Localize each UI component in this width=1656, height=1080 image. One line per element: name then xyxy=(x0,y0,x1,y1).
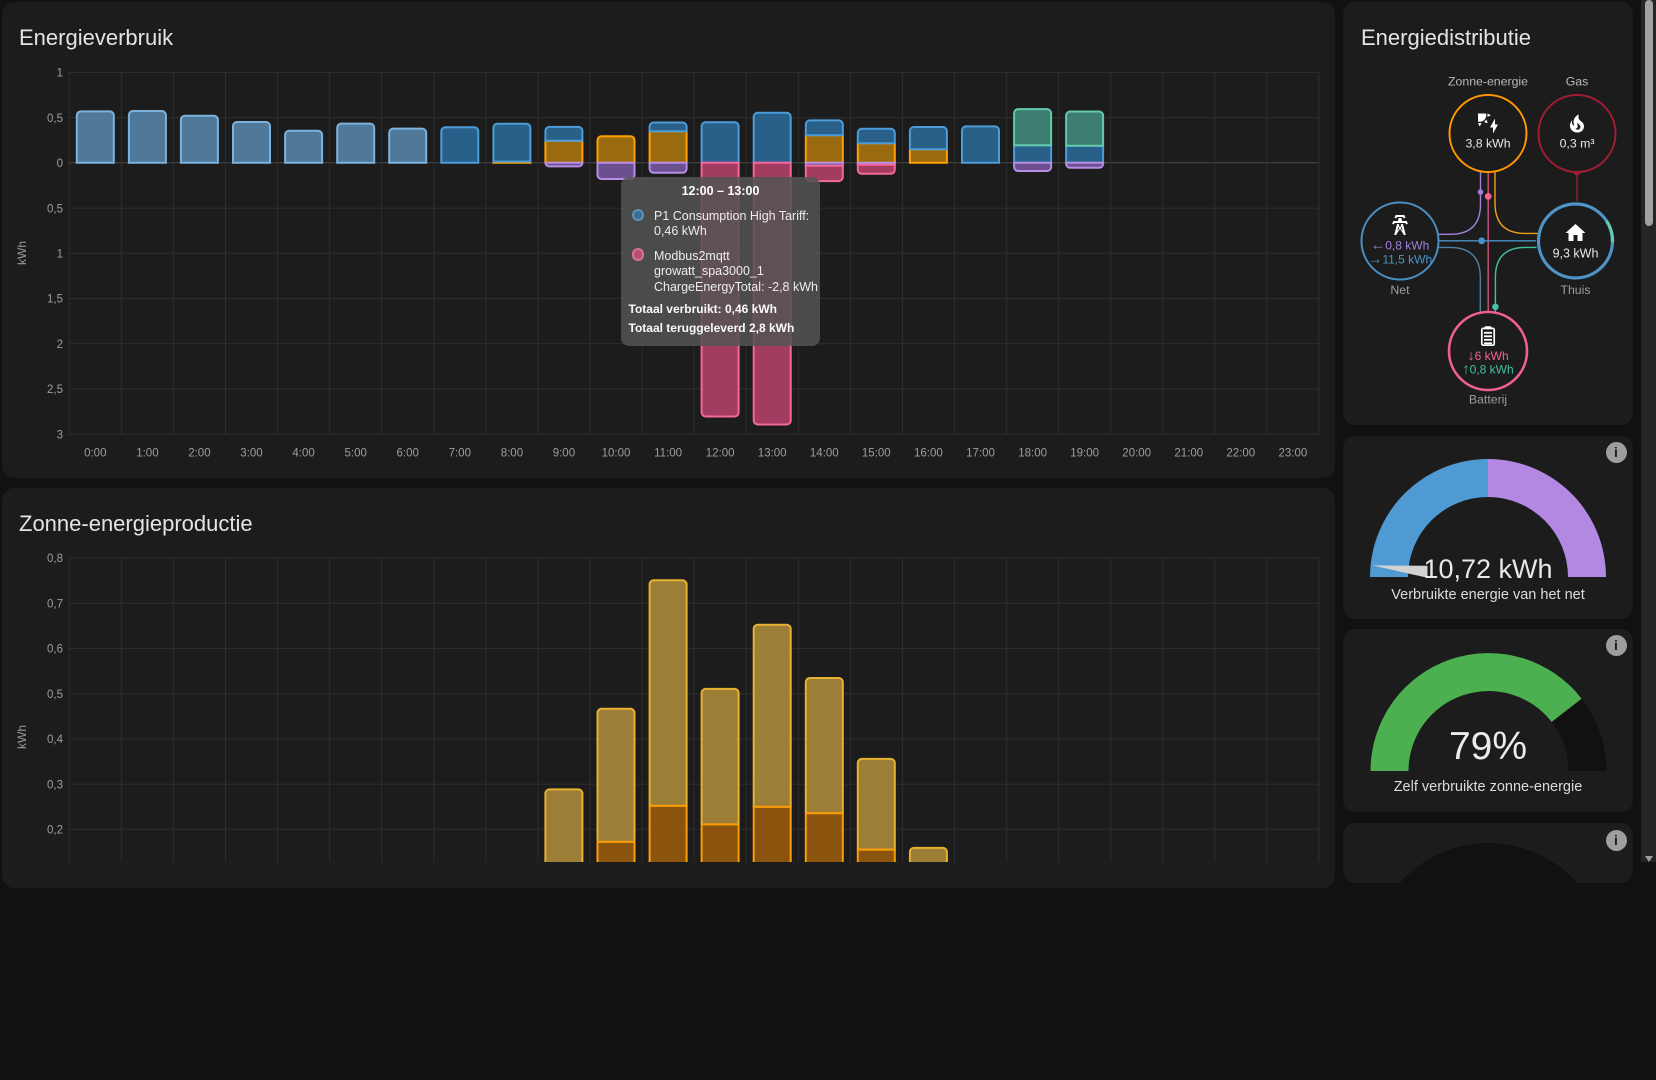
svg-text:20:00: 20:00 xyxy=(1122,448,1151,460)
svg-text:↑0,8 kWh: ↑0,8 kWh xyxy=(1462,362,1513,378)
svg-text:0,4: 0,4 xyxy=(47,734,64,746)
svg-text:10:00: 10:00 xyxy=(602,448,631,460)
svg-text:15:00: 15:00 xyxy=(862,448,891,460)
svg-text:2,5: 2,5 xyxy=(47,384,63,396)
svg-text:Batterij: Batterij xyxy=(1469,393,1507,407)
svg-text:↓6 kWh: ↓6 kWh xyxy=(1467,348,1508,364)
svg-text:12:00: 12:00 xyxy=(706,448,735,460)
svg-text:2:00: 2:00 xyxy=(188,448,210,460)
svg-text:13:00: 13:00 xyxy=(758,448,787,460)
svg-text:0,3: 0,3 xyxy=(47,779,63,791)
svg-text:0,6: 0,6 xyxy=(47,644,63,656)
svg-text:0,5: 0,5 xyxy=(47,113,63,125)
svg-text:Gas: Gas xyxy=(1566,74,1589,88)
svg-text:22:00: 22:00 xyxy=(1226,448,1255,460)
svg-text:1,5: 1,5 xyxy=(47,294,63,306)
svg-text:2: 2 xyxy=(57,339,63,351)
svg-text:19:00: 19:00 xyxy=(1070,448,1099,460)
svg-text:0:00: 0:00 xyxy=(84,448,106,460)
svg-text:0,2: 0,2 xyxy=(47,825,63,837)
svg-text:1: 1 xyxy=(57,68,63,80)
svg-text:8:00: 8:00 xyxy=(501,448,523,460)
svg-text:3,8 kWh: 3,8 kWh xyxy=(1465,137,1510,151)
svg-text:3:00: 3:00 xyxy=(240,448,262,460)
svg-text:0,5: 0,5 xyxy=(47,689,63,701)
svg-text:21:00: 21:00 xyxy=(1174,448,1203,460)
svg-text:17:00: 17:00 xyxy=(966,448,995,460)
svg-text:kWh: kWh xyxy=(15,241,29,265)
svg-text:1:00: 1:00 xyxy=(136,448,158,460)
svg-text:Zonne-energie: Zonne-energie xyxy=(1448,74,1528,88)
svg-text:11:00: 11:00 xyxy=(654,448,682,460)
svg-text:4:00: 4:00 xyxy=(292,448,314,460)
svg-text:0,7: 0,7 xyxy=(47,598,63,610)
svg-text:14:00: 14:00 xyxy=(810,448,839,460)
svg-text:3: 3 xyxy=(57,429,63,441)
svg-text:kWh: kWh xyxy=(15,725,29,749)
svg-text:0,3 m³: 0,3 m³ xyxy=(1560,137,1595,151)
svg-text:9,3 kWh: 9,3 kWh xyxy=(1553,246,1599,260)
svg-text:←0,8 kWh: ←0,8 kWh xyxy=(1371,237,1430,253)
svg-text:9:00: 9:00 xyxy=(553,448,575,460)
svg-text:6:00: 6:00 xyxy=(397,448,419,460)
svg-text:0,5: 0,5 xyxy=(47,203,63,215)
svg-text:16:00: 16:00 xyxy=(914,448,943,460)
svg-text:0,8: 0,8 xyxy=(47,553,63,565)
svg-text:Thuis: Thuis xyxy=(1560,283,1590,297)
svg-text:1: 1 xyxy=(57,249,63,261)
svg-text:18:00: 18:00 xyxy=(1018,448,1047,460)
svg-text:23:00: 23:00 xyxy=(1279,448,1308,460)
svg-text:5:00: 5:00 xyxy=(345,448,367,460)
svg-text:→11,5 kWh: →11,5 kWh xyxy=(1368,252,1432,268)
svg-text:Net: Net xyxy=(1390,283,1410,297)
svg-text:7:00: 7:00 xyxy=(449,448,471,460)
svg-text:0: 0 xyxy=(57,158,63,170)
